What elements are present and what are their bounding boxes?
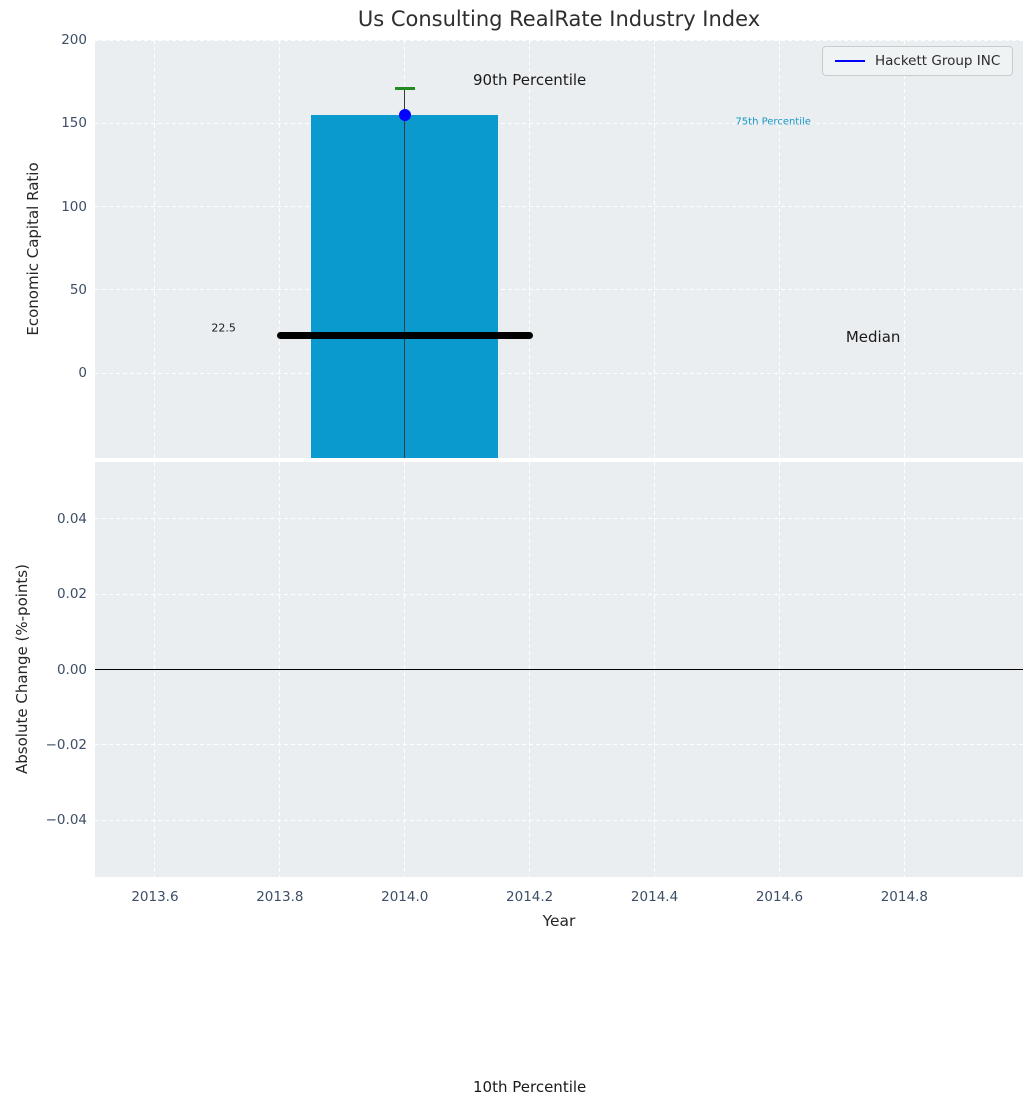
gridline-v: [903, 40, 905, 458]
legend: Hackett Group INC: [822, 46, 1014, 76]
annotation-90th-percentile: 90th Percentile: [473, 70, 587, 89]
x-tick-label: 2013.8: [256, 889, 304, 905]
gridline-h: [95, 593, 1023, 595]
annotation-10th-percentile: 10th Percentile: [473, 1078, 587, 1097]
x-tick-label: 2014.2: [506, 889, 554, 905]
whisker-cap-90th-percentile: [394, 87, 415, 91]
y-tick-label: 0.04: [56, 510, 87, 527]
x-tick-label: 2014.6: [755, 889, 804, 905]
gridline-v: [154, 40, 156, 458]
y-tick-label: 200: [61, 32, 87, 48]
gridline-v: [778, 40, 780, 458]
y-axis-label-top: Economic Capital Ratio: [24, 162, 42, 336]
x-axis-label: Year: [542, 912, 576, 930]
y-tick-label: 100: [61, 198, 87, 215]
x-tick-label: 2014.8: [880, 889, 928, 905]
gridline-h: [95, 819, 1023, 821]
y-tick-label: 50: [69, 281, 87, 298]
whisker-line: [404, 88, 406, 458]
gridline-h: [95, 206, 1023, 208]
gridline-v: [529, 40, 531, 458]
gridline-h: [95, 744, 1023, 746]
company-point: [398, 108, 411, 121]
y-tick-label: −0.04: [45, 812, 87, 829]
legend-label: Hackett Group INC: [875, 53, 1001, 69]
gridline-h: [95, 40, 1023, 41]
gridline-v: [654, 40, 656, 458]
annotation-22-5: 22.5: [211, 321, 236, 335]
chart-title: Us Consulting RealRate Industry Index: [357, 7, 761, 31]
x-tick-label: 2013.6: [131, 889, 179, 905]
y-tick-label: 0: [78, 365, 87, 382]
y-tick-label: −0.02: [45, 736, 87, 753]
plot-area-top: [95, 40, 1023, 458]
gridline-v: [279, 40, 281, 458]
y-tick-label: 0.00: [56, 661, 87, 678]
x-tick-label: 2014.4: [630, 889, 679, 905]
y-axis-label-bottom: Absolute Change (%-points): [13, 564, 31, 774]
median-line: [276, 332, 533, 340]
y-tick-label: 150: [61, 115, 87, 132]
annotation-75th-percentile: 75th Percentile: [735, 116, 811, 128]
y-tick-label: 0.02: [56, 586, 87, 603]
gridline-h: [95, 372, 1023, 374]
gridline-h: [95, 122, 1023, 124]
gridline-h: [95, 289, 1023, 291]
gridline-h: [95, 518, 1023, 520]
legend-line-icon: [835, 60, 865, 62]
x-tick-label: 2014.0: [381, 889, 429, 905]
plot-area-bottom: [95, 462, 1023, 877]
annotation-median: Median: [845, 328, 901, 347]
zero-line: [95, 668, 1023, 671]
